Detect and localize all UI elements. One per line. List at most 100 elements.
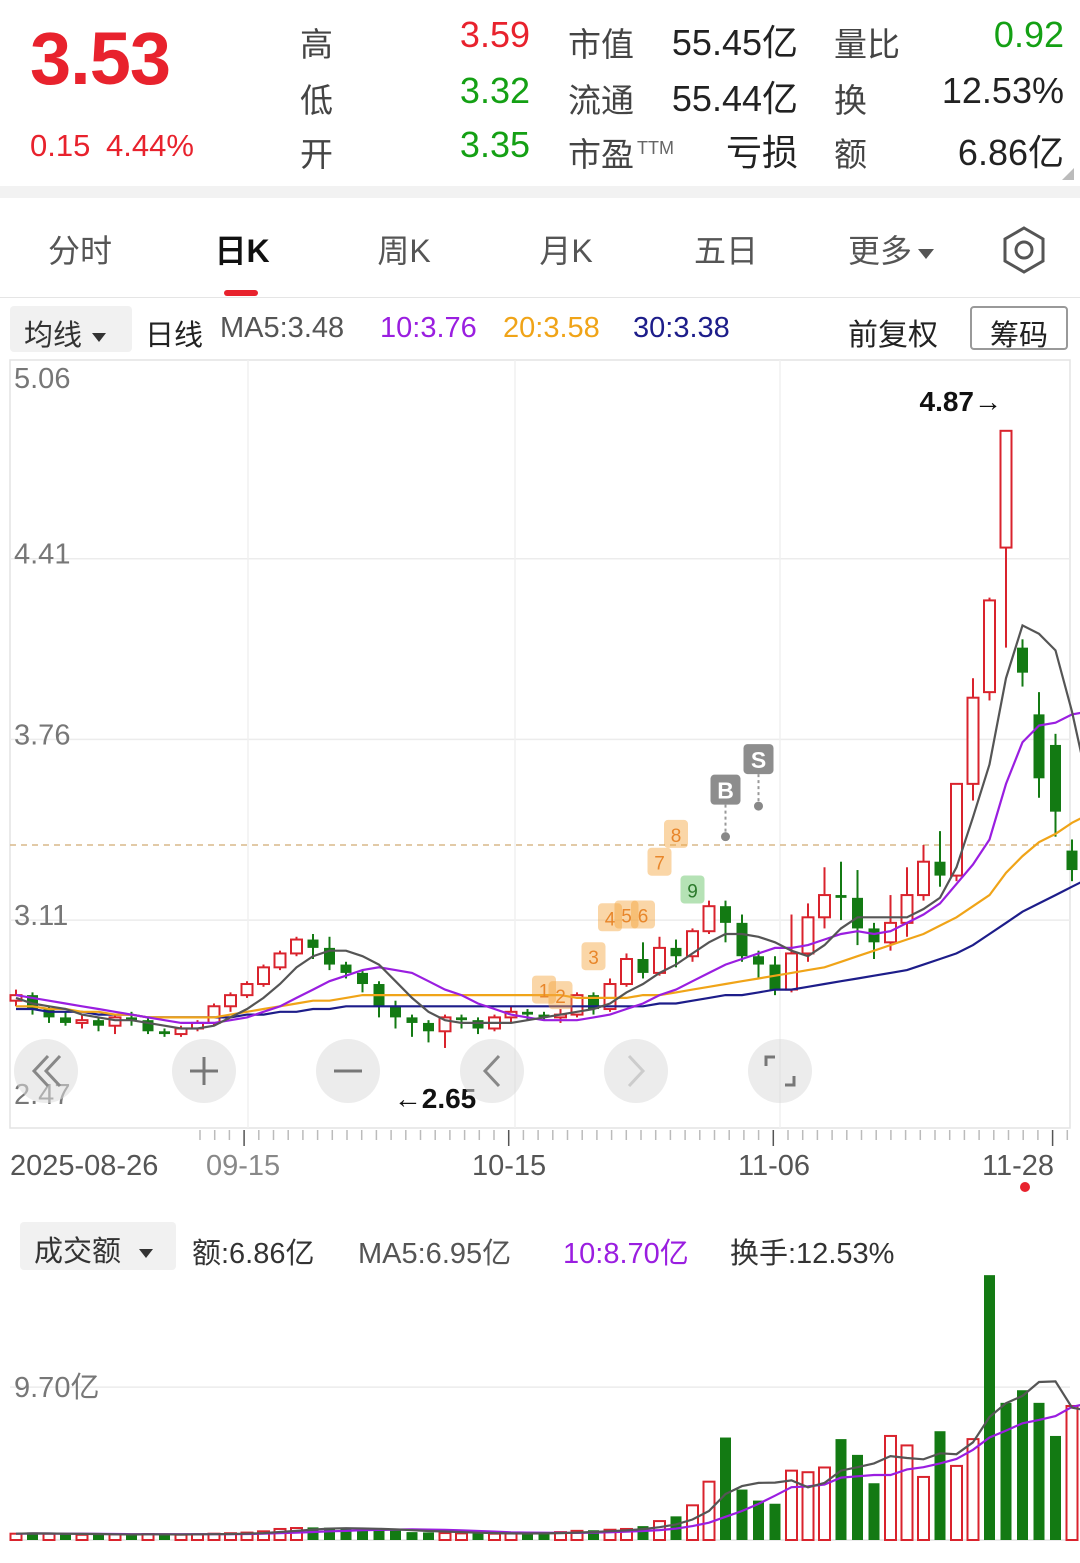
- caret-down-icon: [92, 332, 107, 342]
- volume-bar-down: [522, 1533, 533, 1540]
- volume-bar-down: [159, 1534, 170, 1540]
- quote-header: 3.53 0.15 4.44% 高 低 开 3.59 3.32 3.35 市值 …: [0, 0, 1080, 186]
- tab-monthly-k[interactable]: 月K: [539, 233, 593, 269]
- tab-five-day[interactable]: 五日: [693, 233, 758, 269]
- candle-body-up: [966, 696, 980, 785]
- candle: [999, 429, 1013, 648]
- volume-bar-down: [126, 1534, 137, 1540]
- candle: [75, 1014, 89, 1029]
- candle: [868, 922, 880, 960]
- candle-body-up: [290, 938, 303, 955]
- signal-badge: [581, 942, 606, 971]
- price-axis-label: 4.41: [14, 539, 70, 571]
- candle-body-down: [1066, 850, 1078, 871]
- price-change: 0.15: [30, 128, 91, 163]
- period-tabs: 分时 日K 周K 月K 五日 更多: [0, 198, 1080, 298]
- candle: [538, 1011, 550, 1021]
- buy-marker: B: [710, 774, 741, 842]
- candle: [1033, 692, 1045, 798]
- tab-daily-k[interactable]: 日K: [214, 233, 270, 269]
- scroll-far-left-button[interactable]: [14, 1039, 78, 1103]
- candle: [852, 870, 863, 946]
- volratio-value: 0.92: [993, 14, 1064, 55]
- volume-bar-up: [488, 1532, 501, 1541]
- active-tab-indicator: [224, 290, 258, 296]
- candle-body-up: [999, 429, 1013, 549]
- ma10-label: 10:3.76: [380, 312, 477, 344]
- date-axis-ticks: [199, 1130, 1069, 1146]
- settings-icon[interactable]: [1000, 226, 1048, 274]
- volume-bar-up: [570, 1529, 584, 1541]
- ma5-line: [15, 623, 1080, 1030]
- volume-bar-up: [1065, 1405, 1079, 1541]
- volume-bar-down: [868, 1483, 880, 1540]
- candle-body-down: [720, 906, 731, 923]
- scroll-left-button[interactable]: [460, 1039, 524, 1103]
- expand-corner-icon[interactable]: [1062, 168, 1074, 180]
- chevron-right-icon: [627, 1054, 646, 1088]
- signal-marker: 9: [680, 875, 705, 904]
- candle: [670, 939, 682, 968]
- candle: [1050, 733, 1061, 837]
- candle-body-up: [702, 905, 716, 933]
- signal-marker: 7: [647, 847, 672, 876]
- tab-intraday[interactable]: 分时: [47, 233, 112, 269]
- candle-body-down: [357, 972, 368, 985]
- signal-badge: [598, 903, 622, 932]
- candle: [637, 942, 649, 979]
- float-label: 流通: [568, 82, 634, 119]
- separator: [0, 186, 1080, 198]
- volume-indicator-selector[interactable]: 成交额: [20, 1222, 176, 1270]
- zoom-in-button[interactable]: [172, 1039, 236, 1103]
- volume-ma10: 10:8.70亿: [563, 1238, 689, 1270]
- signal-marker: 5: [614, 900, 639, 929]
- candle: [1066, 839, 1078, 882]
- volume-bar-up: [966, 1438, 980, 1541]
- scroll-right-button[interactable]: [604, 1039, 668, 1103]
- chips-button[interactable]: 筹码: [970, 306, 1068, 352]
- candle: [324, 936, 335, 971]
- volume-bar-down: [390, 1530, 401, 1540]
- signal-number: 4: [605, 909, 616, 930]
- ma10-line: [15, 711, 1080, 1025]
- nav-button-bg: [748, 1039, 812, 1103]
- fullscreen-icon: [764, 1055, 775, 1066]
- candle: [357, 970, 368, 993]
- ma20-line: [16, 817, 1080, 1019]
- date-label-3: 10-15: [472, 1150, 547, 1182]
- adjust-button[interactable]: 前复权: [848, 319, 938, 352]
- candle-body-down: [60, 1017, 71, 1023]
- candle-body-down: [423, 1022, 434, 1032]
- signal-badge: [680, 875, 705, 904]
- candle-body-up: [75, 1019, 89, 1024]
- indicator-selector[interactable]: 均线: [10, 306, 132, 352]
- volume-bar-up: [290, 1527, 303, 1541]
- signal-marker: 4: [598, 903, 622, 932]
- pe-label: 市盈 TTM: [568, 136, 674, 173]
- candle-body-up: [224, 994, 237, 1008]
- tab-more[interactable]: 更多: [826, 226, 956, 272]
- candle: [257, 964, 270, 987]
- candle: [142, 1017, 154, 1035]
- candle: [917, 845, 930, 901]
- candle: [884, 895, 897, 951]
- candle-body-up: [950, 782, 963, 877]
- candle-body-down: [868, 928, 880, 943]
- fullscreen-button[interactable]: [748, 1039, 812, 1103]
- signal-badge: [532, 975, 556, 1004]
- signal-marker: 8: [664, 819, 688, 848]
- volume-bar-up: [801, 1471, 815, 1542]
- candle-body-down: [934, 861, 946, 876]
- zoom-out-button[interactable]: [316, 1039, 380, 1103]
- candle: [753, 950, 764, 979]
- tab-weekly-k[interactable]: 周K: [377, 233, 431, 269]
- candle: [934, 831, 946, 887]
- candle: [818, 867, 831, 929]
- candle: [620, 953, 633, 987]
- trade-label: B: [717, 778, 734, 804]
- candle: [159, 1028, 170, 1037]
- sell-marker: S: [743, 744, 774, 811]
- volume-bar-down: [423, 1532, 434, 1540]
- volume-axis-label: 9.70亿: [14, 1371, 99, 1404]
